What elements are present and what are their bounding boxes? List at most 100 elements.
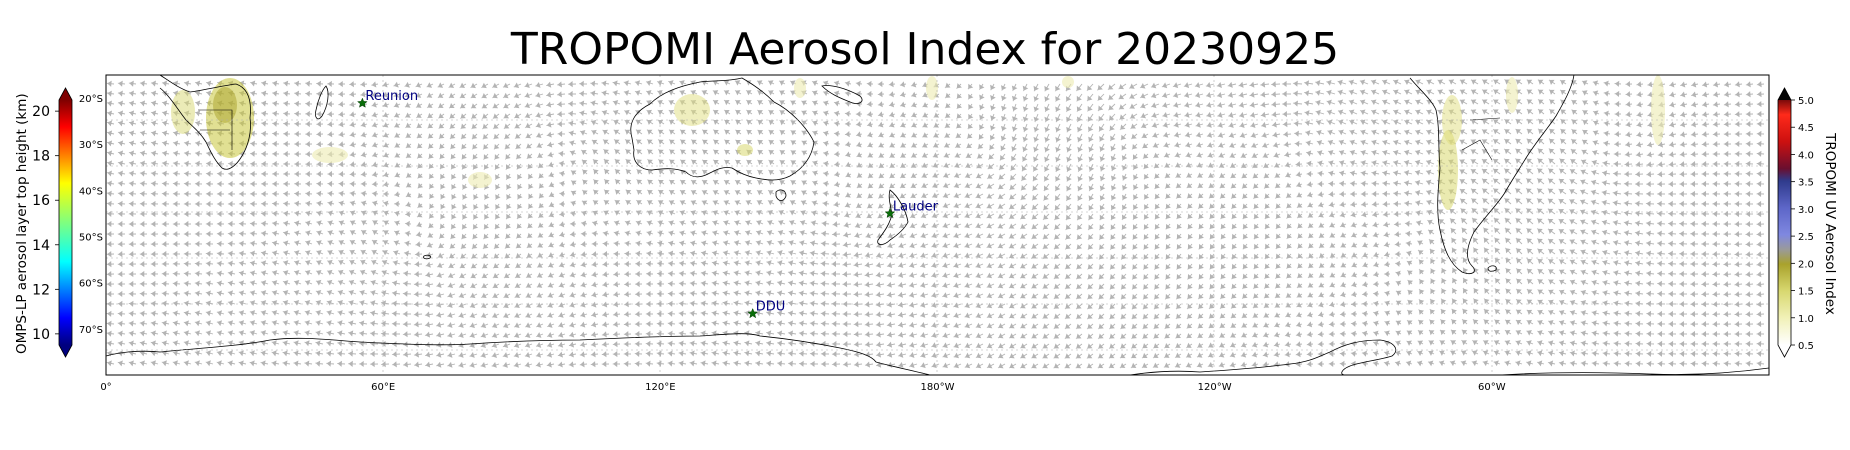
wind-vector-arrow bbox=[822, 190, 830, 197]
wind-vector-arrow bbox=[371, 101, 379, 108]
wind-vector-arrow bbox=[734, 139, 742, 145]
wind-vector-arrow bbox=[205, 300, 214, 307]
wind-vector-arrow bbox=[446, 331, 456, 338]
wind-vector-arrow bbox=[1271, 121, 1281, 128]
wind-vector-arrow bbox=[1392, 139, 1402, 146]
wind-vector-arrow bbox=[756, 200, 764, 206]
wind-vector-arrow bbox=[128, 140, 137, 147]
wind-vector-arrow bbox=[558, 292, 566, 298]
wind-vector-arrow bbox=[1216, 111, 1226, 118]
wind-vector-arrow bbox=[106, 110, 115, 117]
wind-vector-arrow bbox=[1601, 219, 1611, 226]
wind-vector-arrow bbox=[820, 270, 830, 277]
wind-vector-arrow bbox=[568, 140, 577, 147]
wind-vector-arrow bbox=[953, 202, 962, 209]
wind-vector-arrow bbox=[964, 282, 973, 289]
wind-vector-arrow bbox=[183, 170, 192, 177]
wind-vector-arrow bbox=[612, 109, 621, 116]
wind-vector-arrow bbox=[394, 181, 401, 188]
wind-vector-arrow bbox=[1601, 180, 1611, 187]
wind-vector-arrow bbox=[1318, 252, 1325, 259]
wind-vector-arrow bbox=[1042, 303, 1050, 310]
wind-vector-arrow bbox=[809, 280, 819, 287]
wind-vector-arrow bbox=[1403, 99, 1413, 106]
wind-vector-arrow bbox=[919, 272, 929, 279]
wind-vector-arrow bbox=[897, 252, 907, 259]
wind-vector-arrow bbox=[128, 160, 137, 167]
wind-vector-arrow bbox=[590, 351, 599, 358]
wind-vector-arrow bbox=[853, 341, 863, 348]
wind-vector-arrow bbox=[216, 330, 225, 337]
wind-vector-arrow bbox=[358, 330, 368, 337]
wind-vector-arrow bbox=[623, 311, 632, 318]
wind-vector-arrow bbox=[327, 111, 335, 118]
wind-vector-arrow bbox=[216, 170, 225, 177]
wind-vector-arrow bbox=[1624, 310, 1633, 317]
wind-vector-arrow bbox=[1547, 350, 1556, 357]
wind-vector-arrow bbox=[1208, 303, 1215, 310]
wind-vector-arrow bbox=[908, 362, 918, 368]
wind-vector-arrow bbox=[1425, 109, 1435, 115]
wind-vector-arrow bbox=[777, 239, 786, 246]
wind-vector-arrow bbox=[613, 260, 621, 268]
wind-vector-arrow bbox=[161, 250, 170, 258]
wind-vector-arrow bbox=[744, 250, 753, 257]
wind-vector-arrow bbox=[1296, 243, 1303, 250]
wind-vector-arrow bbox=[787, 300, 797, 307]
wind-vector-arrow bbox=[525, 272, 533, 279]
wind-vector-arrow bbox=[1613, 300, 1622, 307]
wind-vector-arrow bbox=[194, 180, 203, 187]
wind-vector-arrow bbox=[1690, 180, 1699, 188]
wind-vector-arrow bbox=[1537, 79, 1545, 85]
wind-vector-arrow bbox=[1723, 281, 1732, 288]
wind-vector-arrow bbox=[438, 143, 445, 150]
wind-vector-arrow bbox=[1514, 167, 1523, 175]
wind-vector-arrow bbox=[383, 220, 390, 226]
wind-vector-arrow bbox=[1525, 340, 1534, 346]
wind-vector-arrow bbox=[1107, 83, 1116, 91]
wind-vector-arrow bbox=[591, 271, 599, 278]
wind-vector-arrow bbox=[338, 190, 346, 197]
wind-vector-arrow bbox=[1360, 201, 1369, 208]
wind-vector-arrow bbox=[810, 210, 819, 217]
wind-vector-arrow bbox=[1253, 233, 1260, 240]
wind-vector-arrow bbox=[337, 299, 346, 306]
wind-vector-arrow bbox=[591, 139, 599, 145]
wind-vector-arrow bbox=[1261, 132, 1270, 138]
wind-vector-arrow bbox=[1394, 260, 1402, 267]
wind-vector-arrow bbox=[997, 262, 1006, 269]
wind-vector-arrow bbox=[1044, 153, 1050, 163]
aerosol-index-tick-label: 5.0 bbox=[1798, 96, 1814, 107]
wind-vector-arrow bbox=[1042, 333, 1050, 340]
wind-vector-arrow bbox=[1175, 172, 1182, 179]
wind-vector-arrow bbox=[515, 233, 522, 239]
wind-vector-arrow bbox=[1701, 160, 1710, 168]
wind-vector-arrow bbox=[282, 90, 291, 97]
wind-vector-arrow bbox=[1623, 270, 1633, 277]
wind-vector-arrow bbox=[282, 360, 291, 367]
wind-vector-arrow bbox=[1547, 258, 1556, 265]
wind-vector-arrow bbox=[1416, 360, 1424, 367]
wind-vector-arrow bbox=[216, 160, 225, 167]
wind-vector-arrow bbox=[1612, 280, 1622, 287]
africa-coastline bbox=[159, 75, 251, 170]
wind-vector-arrow bbox=[910, 81, 918, 88]
wind-vector-arrow bbox=[260, 200, 269, 207]
wind-vector-arrow bbox=[1099, 143, 1105, 153]
wind-vector-arrow bbox=[645, 330, 654, 337]
wind-vector-arrow bbox=[1571, 109, 1578, 115]
wind-vector-arrow bbox=[1099, 213, 1105, 221]
wind-vector-arrow bbox=[1284, 351, 1292, 358]
wind-vector-arrow bbox=[1503, 79, 1512, 85]
wind-vector-arrow bbox=[886, 331, 896, 338]
wind-vector-arrow bbox=[516, 173, 523, 181]
wind-vector-arrow bbox=[315, 289, 324, 296]
wind-vector-arrow bbox=[1183, 111, 1193, 118]
wind-vector-arrow bbox=[733, 310, 742, 317]
wind-vector-arrow bbox=[1482, 329, 1490, 336]
wind-vector-arrow bbox=[1131, 273, 1138, 281]
wind-vector-arrow bbox=[461, 223, 468, 230]
wind-vector-arrow bbox=[975, 212, 984, 219]
wind-vector-arrow bbox=[1756, 330, 1765, 338]
wind-vector-arrow bbox=[580, 139, 588, 146]
